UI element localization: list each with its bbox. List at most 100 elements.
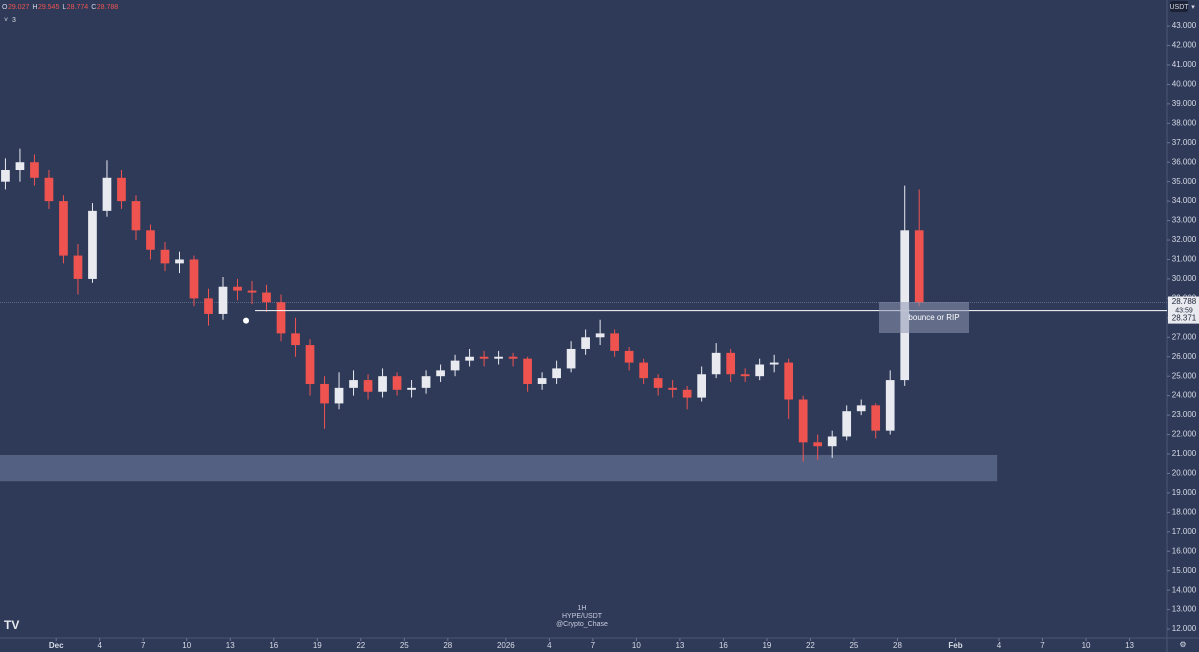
x-tick-label: 16 — [719, 641, 728, 650]
candle-body — [494, 356, 503, 359]
candle-body — [218, 286, 228, 314]
candle-body — [769, 362, 779, 365]
y-tick-label: 19.000 — [1172, 488, 1197, 497]
level-anchor — [243, 317, 250, 324]
y-tick-label: 30.000 — [1172, 274, 1197, 283]
candle-layer — [1, 148, 924, 462]
candle-body — [610, 333, 619, 351]
y-tick-label: 24.000 — [1172, 391, 1197, 400]
ohlc-value: 28.774 — [67, 4, 89, 11]
annotation-text: bounce or RIP — [908, 313, 959, 322]
y-tick-label: 14.000 — [1172, 585, 1197, 594]
x-tick-label: 25 — [400, 641, 409, 650]
candle-body — [102, 177, 112, 211]
currency[interactable]: USDT — [1169, 4, 1189, 11]
y-tick-label: 23.000 — [1172, 410, 1197, 419]
y-tick-label: 35.000 — [1172, 177, 1197, 186]
tv-logo[interactable]: TV — [4, 618, 19, 632]
candle-body — [131, 201, 141, 231]
y-tick-label: 33.000 — [1172, 216, 1197, 225]
symbol-watermark: @Crypto_Chase — [556, 621, 608, 628]
symbol-watermark: 1H — [578, 605, 587, 612]
x-tick-label: 19 — [313, 641, 322, 650]
x-tick-label: 13 — [1125, 641, 1134, 650]
candle-body — [88, 210, 97, 279]
level-price-badge — [1168, 313, 1199, 324]
candle-body — [595, 333, 605, 338]
candle-body — [465, 356, 474, 361]
last-price-badge — [1168, 296, 1199, 316]
candle-body — [813, 442, 823, 447]
candle-body — [349, 380, 358, 388]
currency-menu[interactable]: ▾ — [1191, 4, 1195, 11]
candle-body — [566, 348, 576, 369]
candle-body — [537, 378, 547, 384]
last-price-label: 28.788 — [1172, 297, 1197, 306]
candle-body — [175, 259, 184, 264]
candle-body — [421, 376, 431, 388]
candle-body — [15, 162, 25, 171]
y-tick-label: 20.000 — [1172, 469, 1197, 478]
y-tick-label: 17.000 — [1172, 527, 1197, 536]
candle-body — [276, 302, 286, 334]
candle-body — [30, 162, 39, 178]
y-tick-label: 12.000 — [1172, 624, 1197, 633]
candle-body — [885, 380, 895, 431]
candle-body — [59, 201, 68, 256]
candle-body — [262, 292, 271, 303]
candle-body — [653, 378, 663, 388]
candle-body — [204, 298, 213, 314]
x-tick-label: 4 — [97, 641, 102, 650]
x-tick-label: 22 — [806, 641, 815, 650]
x-tick-label: Dec — [49, 641, 64, 650]
x-tick-label: 7 — [141, 641, 146, 650]
candle-body — [682, 389, 692, 398]
currency-badge[interactable] — [1170, 1, 1188, 12]
ohlc-letter: C — [91, 4, 96, 11]
settings-icon[interactable]: ⚙ — [1179, 640, 1186, 649]
y-tick-label: 22.000 — [1172, 430, 1197, 439]
candle-body — [639, 362, 648, 379]
candle-body — [160, 249, 170, 264]
candle-body — [784, 362, 794, 400]
candle-body — [740, 374, 750, 377]
ohlc-letter: H — [32, 4, 37, 11]
candle-body — [291, 333, 300, 346]
ohlc-letter: L — [62, 4, 66, 11]
x-tick-label: 13 — [226, 641, 235, 650]
y-tick-label: 27.000 — [1172, 332, 1197, 341]
y-tick-label: 32.000 — [1172, 235, 1197, 244]
candle-body — [363, 380, 373, 392]
ohlc-value: 29.027 — [8, 4, 30, 11]
y-tick-label: 36.000 — [1172, 157, 1197, 166]
x-tick-label: 4 — [547, 641, 552, 650]
candle-body — [407, 387, 416, 390]
zone-layer — [0, 302, 1167, 482]
candle-body — [581, 337, 590, 349]
indicator-count[interactable]: 3 — [12, 17, 16, 24]
candle-body — [552, 368, 561, 379]
y-tick-label: 37.000 — [1172, 138, 1197, 147]
indicator-toggle[interactable]: ˅ — [4, 17, 8, 24]
ohlc-value: 29.545 — [38, 4, 60, 11]
candle-body — [450, 360, 460, 371]
y-tick-label: 15.000 — [1172, 566, 1197, 575]
x-tick-label: 16 — [269, 641, 278, 650]
logo[interactable]: TV — [4, 618, 19, 632]
candle-body — [668, 387, 677, 390]
candle-body — [914, 230, 924, 303]
x-tick-label: 28 — [443, 641, 452, 650]
x-tick-label: 7 — [1040, 641, 1045, 650]
candle-body — [247, 290, 257, 293]
candle-body — [697, 374, 707, 398]
candle-body — [146, 230, 155, 250]
annotation-box — [879, 302, 969, 333]
x-tick-label: 4 — [997, 641, 1002, 650]
candle-body — [189, 259, 199, 299]
y-tick-label: 38.000 — [1172, 118, 1197, 127]
y-tick-label: 34.000 — [1172, 196, 1197, 205]
y-tick-label: 25.000 — [1172, 371, 1197, 380]
candle-body — [624, 350, 634, 363]
